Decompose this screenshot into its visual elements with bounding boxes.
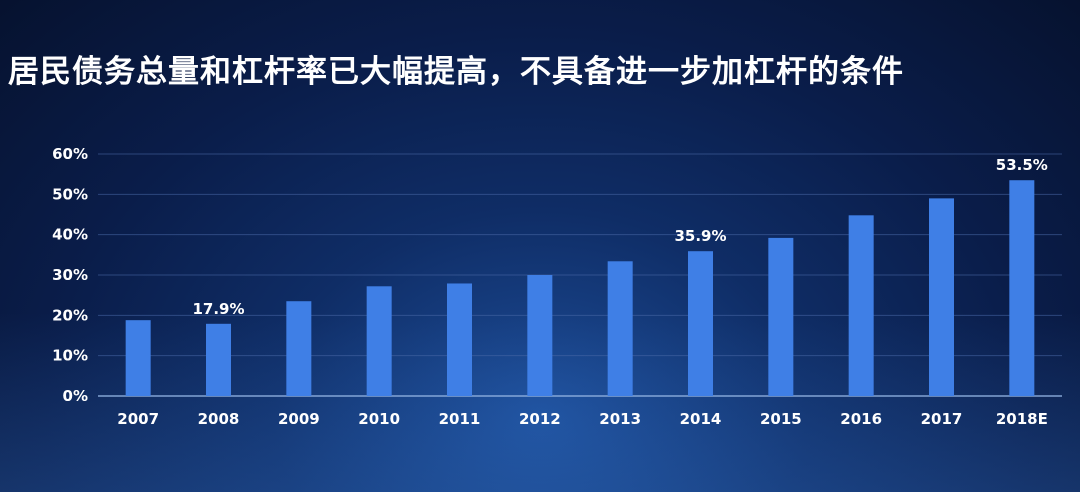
bar	[125, 320, 151, 396]
y-tick-label: 50%	[52, 185, 88, 203]
bar	[688, 251, 713, 396]
bar	[447, 283, 472, 396]
x-tick-label: 2009	[278, 410, 320, 428]
gridlines	[98, 153, 1062, 397]
y-tick-label: 0%	[63, 387, 88, 405]
bar	[206, 323, 231, 396]
y-tick-label: 30%	[52, 266, 88, 284]
bar	[527, 275, 553, 396]
y-tick-label: 10%	[52, 347, 88, 365]
x-tick-label: 2012	[519, 410, 561, 428]
data-label: 35.9%	[674, 227, 726, 245]
data-labels: 17.9% 35.9% 53.5%	[192, 156, 1047, 318]
x-tick-label: 2007	[117, 410, 159, 428]
bar	[607, 261, 633, 396]
x-axis-ticks: 2007 2008 2009 2010 2011 2012 2013 2014 2015 2016…	[117, 410, 1048, 428]
data-label: 17.9%	[192, 300, 244, 318]
y-tick-label: 60%	[52, 145, 88, 163]
x-tick-label: 2015	[760, 410, 802, 428]
x-tick-label: 2017	[921, 410, 963, 428]
x-tick-label: 2010	[358, 410, 400, 428]
data-label: 53.5%	[996, 156, 1048, 174]
bar	[366, 286, 392, 396]
bar	[286, 301, 312, 396]
bar	[768, 237, 794, 396]
bar	[1009, 180, 1035, 396]
bars	[125, 180, 1035, 396]
x-tick-label: 2018E	[996, 410, 1048, 428]
x-tick-label: 2008	[198, 410, 240, 428]
x-tick-label: 2016	[840, 410, 882, 428]
bar	[848, 215, 874, 396]
y-tick-label: 20%	[52, 306, 88, 324]
x-tick-label: 2014	[680, 410, 722, 428]
bar	[929, 198, 954, 396]
x-tick-label: 2013	[599, 410, 641, 428]
x-tick-label: 2011	[439, 410, 481, 428]
y-tick-label: 40%	[52, 226, 88, 244]
y-axis-ticks: 0% 10% 20% 30% 40% 50% 60%	[52, 145, 88, 405]
page-title: 居民债务总量和杠杆率已大幅提高，不具备进一步加杠杆的条件	[8, 54, 904, 90]
